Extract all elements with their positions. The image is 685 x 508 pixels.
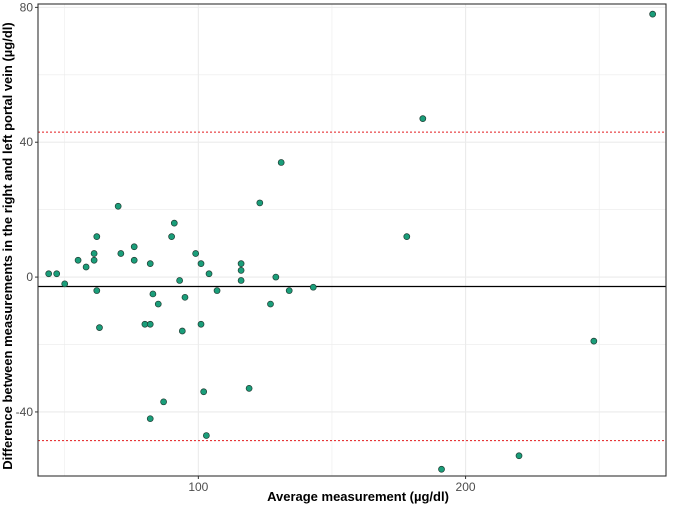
data-point (117, 250, 125, 257)
data-point (61, 280, 69, 288)
panel-border (37, 3, 667, 477)
axis-ticks: 100 200 -40 0 40 80 (16, 0, 476, 494)
data-point (203, 432, 210, 439)
data-point (213, 287, 221, 294)
data-points (45, 10, 656, 473)
data-point (146, 415, 154, 423)
data-point (197, 260, 205, 267)
data-point (181, 293, 189, 301)
y-tick-label: -40 (16, 405, 34, 419)
x-tick-label: 200 (456, 480, 476, 494)
data-point (170, 219, 178, 227)
data-point (272, 273, 280, 281)
data-point (200, 388, 208, 396)
data-point (197, 320, 205, 328)
data-point (285, 287, 293, 294)
data-point (146, 260, 154, 267)
y-tick-label: 0 (26, 270, 33, 284)
data-point (53, 270, 61, 278)
data-point (237, 260, 245, 267)
data-point (245, 384, 253, 392)
data-point (149, 290, 157, 298)
data-point (154, 300, 162, 308)
reference-lines (38, 131, 666, 442)
data-point (176, 277, 183, 284)
data-point (160, 398, 167, 406)
data-point (419, 115, 427, 122)
data-point (192, 250, 200, 257)
x-axis-title: Average measurement (µg/dl) (267, 489, 449, 504)
data-point (178, 327, 186, 335)
data-point (277, 159, 285, 166)
data-point (130, 256, 138, 264)
data-point (130, 243, 138, 251)
data-point (237, 277, 245, 284)
data-point (74, 256, 82, 264)
data-point (146, 320, 154, 328)
y-tick-label: 80 (20, 0, 34, 14)
data-point (45, 270, 53, 278)
data-point (96, 324, 103, 332)
y-axis-title: Difference between measurements in the r… (0, 22, 15, 469)
data-point (168, 233, 175, 240)
data-point (93, 287, 101, 294)
data-point (256, 199, 264, 207)
data-point (515, 452, 523, 460)
data-point (90, 256, 98, 264)
data-point (590, 337, 598, 345)
grid-lines (38, 4, 666, 476)
data-point (438, 465, 445, 473)
y-tick-label: 40 (20, 135, 34, 149)
data-point (82, 263, 90, 271)
data-point (114, 202, 122, 210)
data-point (237, 266, 245, 274)
data-point (309, 283, 317, 291)
data-point (90, 250, 98, 257)
data-point (403, 233, 411, 240)
x-tick-label: 100 (188, 480, 208, 494)
data-point (205, 270, 213, 278)
data-point (93, 233, 101, 240)
data-point (267, 300, 274, 308)
data-point (649, 10, 656, 18)
